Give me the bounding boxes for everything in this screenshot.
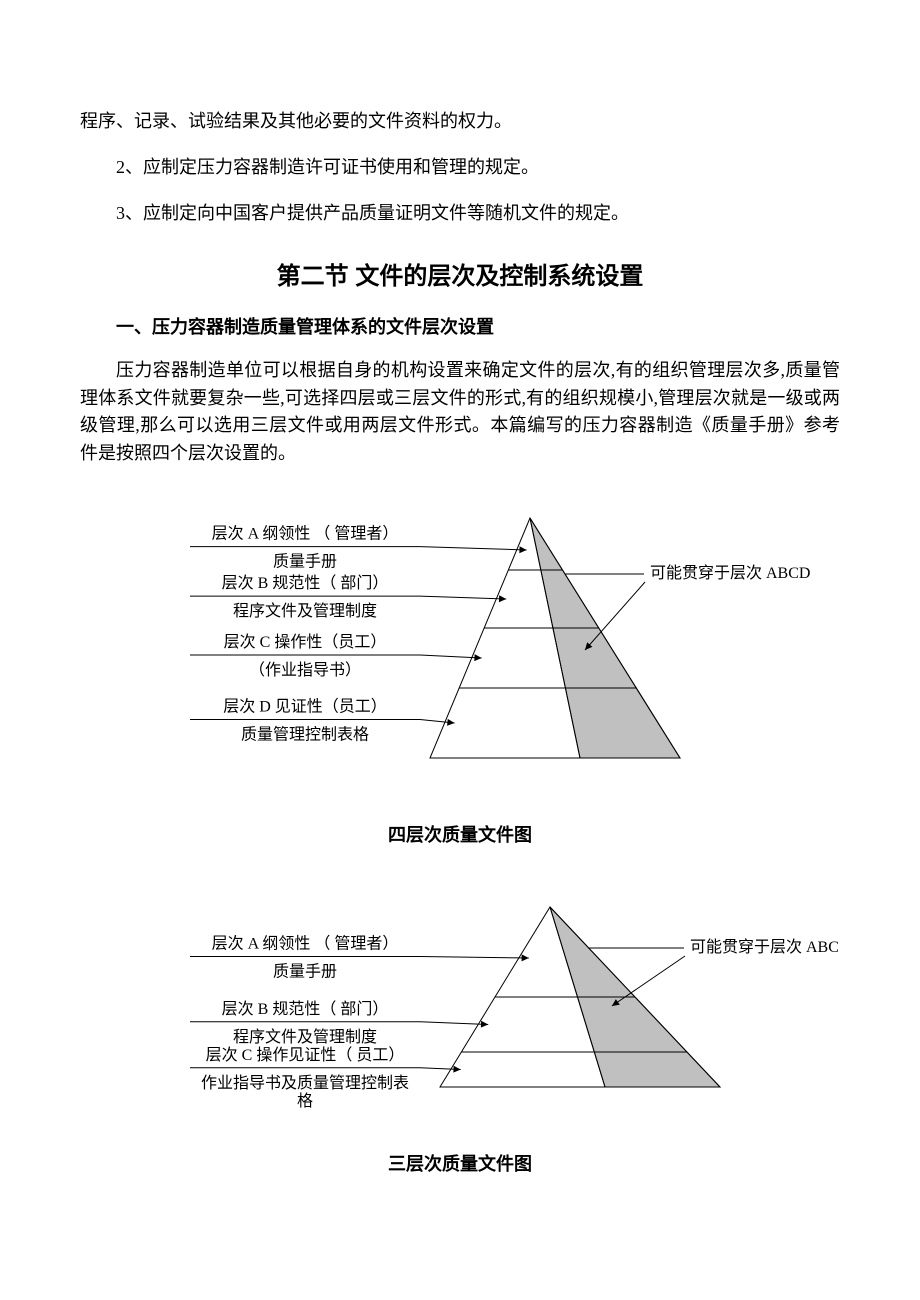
svg-text:（作业指导书）: （作业指导书） — [249, 661, 361, 679]
section-2-sub1-heading: 一、压力容器制造质量管理体系的文件层次设置 — [80, 313, 840, 339]
section-2-sub1-para: 压力容器制造单位可以根据自身的机构设置来确定文件的层次,有的组织管理层次多,质量… — [80, 357, 840, 469]
svg-text:格: 格 — [297, 1092, 313, 1110]
svg-text:层次 B 规范性（ 部门）: 层次 B 规范性（ 部门） — [222, 574, 389, 592]
svg-text:质量管理控制表格: 质量管理控制表格 — [241, 726, 369, 744]
diagram-3-caption: 三层次质量文件图 — [80, 1150, 840, 1176]
svg-text:可能贯穿于层次 ABCD: 可能贯穿于层次 ABCD — [650, 564, 810, 582]
diagram-4-caption: 四层次质量文件图 — [80, 821, 840, 847]
pyramid-4-svg: 层次 A 纲领性 （ 管理者） 质量手册层次 B 规范性（ 部门） 程序文件及管理制… — [80, 498, 840, 798]
pyramid-3-svg: 层次 A 纲领性 （ 管理者） 质量手册层次 B 规范性（ 部门） 程序文件及管理制… — [80, 887, 840, 1127]
svg-text:层次 A 纲领性 （ 管理者）: 层次 A 纲领性 （ 管理者） — [212, 525, 399, 543]
svg-text:可能贯穿于层次 ABC: 可能贯穿于层次 ABC — [690, 938, 839, 956]
document-page: 程序、记录、试验结果及其他必要的文件资料的权力。 2、应制定压力容器制造许可证书… — [0, 0, 920, 1276]
svg-text:层次 D 见证性（员工）: 层次 D 见证性（员工） — [223, 698, 387, 716]
intro-line-2: 3、应制定向中国客户提供产品质量证明文件等随机文件的规定。 — [80, 200, 840, 228]
svg-text:质量手册: 质量手册 — [273, 553, 337, 571]
intro-line-0: 程序、记录、试验结果及其他必要的文件资料的权力。 — [80, 108, 840, 136]
svg-text:层次 A 纲领性 （ 管理者）: 层次 A 纲领性 （ 管理者） — [212, 935, 399, 953]
diagram-3-level: 层次 A 纲领性 （ 管理者） 质量手册层次 B 规范性（ 部门） 程序文件及管理制… — [80, 887, 840, 1132]
intro-line-1: 2、应制定压力容器制造许可证书使用和管理的规定。 — [80, 154, 840, 182]
svg-text:程序文件及管理制度: 程序文件及管理制度 — [233, 602, 377, 620]
svg-text:作业指导书及质量管理控制表: 作业指导书及质量管理控制表 — [201, 1074, 409, 1092]
svg-text:质量手册: 质量手册 — [273, 963, 337, 981]
svg-text:程序文件及管理制度: 程序文件及管理制度 — [233, 1028, 377, 1046]
diagram-4-level: 层次 A 纲领性 （ 管理者） 质量手册层次 B 规范性（ 部门） 程序文件及管理制… — [80, 498, 840, 803]
svg-text:层次 B 规范性（ 部门）: 层次 B 规范性（ 部门） — [222, 1000, 389, 1018]
svg-text:层次 C 操作性（员工）: 层次 C 操作性（员工） — [224, 633, 387, 651]
section-2-title: 第二节 文件的层次及控制系统设置 — [80, 256, 840, 291]
svg-text:层次 C 操作见证性（ 员工）: 层次 C 操作见证性（ 员工） — [206, 1046, 405, 1064]
